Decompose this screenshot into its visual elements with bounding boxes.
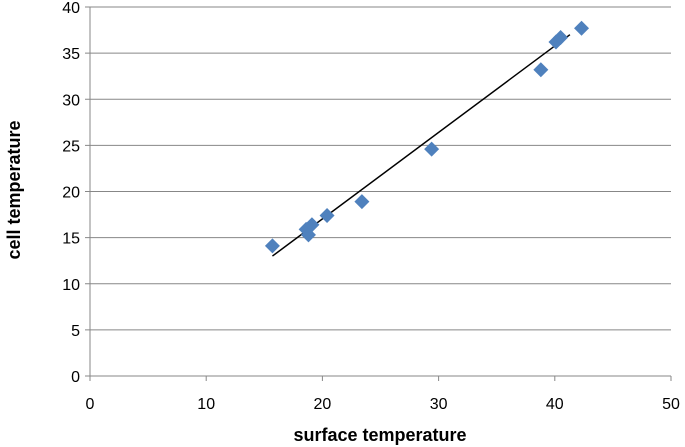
x-tick-label: 10 (197, 396, 215, 413)
data-point-diamond (574, 20, 590, 36)
y-tick-label: 35 (62, 46, 80, 63)
x-tick-label: 0 (86, 396, 95, 413)
axes (85, 6, 672, 381)
trendline-layer (271, 34, 571, 257)
trendline (271, 34, 571, 257)
x-tick-label: 20 (314, 396, 332, 413)
y-tick-label: 0 (71, 369, 80, 386)
data-point-diamond (304, 217, 320, 233)
data-point-diamond (533, 62, 549, 78)
data-point-diamond (553, 29, 569, 45)
y-tick-label: 30 (62, 92, 80, 109)
x-tick-label: 40 (546, 396, 564, 413)
x-tick-label: 30 (430, 396, 448, 413)
y-tick-label: 5 (71, 323, 80, 340)
x-axis-title: surface temperature (293, 425, 466, 445)
data-point-diamond (264, 238, 280, 254)
tick-labels: 0 5 10 15 20 25 30 35 40 0 10 20 30 40 50 (62, 0, 680, 413)
y-axis-title: cell temperature (4, 120, 24, 259)
data-point-diamond (424, 141, 440, 157)
y-tick-label: 10 (62, 277, 80, 294)
x-tick-label: 50 (662, 396, 680, 413)
data-points (264, 20, 590, 254)
gridlines (90, 6, 671, 331)
y-tick-label: 20 (62, 185, 80, 202)
data-point-diamond (354, 194, 370, 210)
data-point-diamond (319, 207, 335, 223)
y-tick-label: 25 (62, 138, 80, 155)
y-tick-label: 40 (62, 0, 80, 17)
y-tick-label: 15 (62, 231, 80, 248)
